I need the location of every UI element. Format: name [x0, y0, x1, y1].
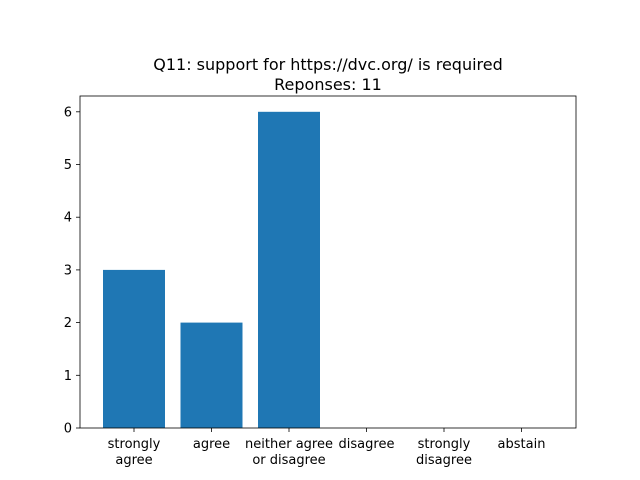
bar-1 [180, 322, 243, 428]
x-tick-label-0: strongly agree [108, 437, 161, 468]
y-tick-label-5: 5 [64, 158, 72, 173]
y-axis: 0 1 2 3 4 5 6 [64, 105, 80, 437]
x-tick-label-1: agree [193, 437, 230, 452]
x-tick-label-line: agree [193, 437, 230, 452]
y-tick-label-0: 0 [64, 422, 72, 437]
x-tick-label-line: strongly [418, 437, 471, 452]
x-tick-label-line: disagree [339, 437, 395, 452]
x-tick-label-line: neither agree [245, 437, 333, 452]
bar-2 [258, 111, 320, 428]
x-tick-label-4: strongly disagree [416, 437, 472, 468]
bar-0 [103, 269, 165, 428]
x-tick-label-line: abstain [498, 437, 546, 452]
y-tick-label-3: 3 [64, 263, 72, 278]
y-tick-label-1: 1 [64, 369, 72, 384]
y-tick-label-2: 2 [64, 316, 72, 331]
plot-frame [79, 95, 577, 429]
x-tick-label-2: neither agree or disagree [245, 437, 333, 468]
bars-layer [103, 111, 320, 428]
x-tick-label-3: disagree [339, 437, 395, 452]
x-tick-label-line: strongly [108, 437, 161, 452]
chart-subtitle: Reponses: 11 [274, 75, 382, 94]
chart-title: Q11: support for https://dvc.org/ is req… [153, 55, 503, 74]
y-tick-label-6: 6 [64, 105, 72, 120]
x-tick-label-5: abstain [498, 437, 546, 452]
y-tick-label-4: 4 [64, 211, 72, 226]
x-tick-label-line: or disagree [252, 453, 325, 468]
x-tick-label-line: agree [115, 453, 152, 468]
x-tick-label-line: disagree [416, 453, 472, 468]
